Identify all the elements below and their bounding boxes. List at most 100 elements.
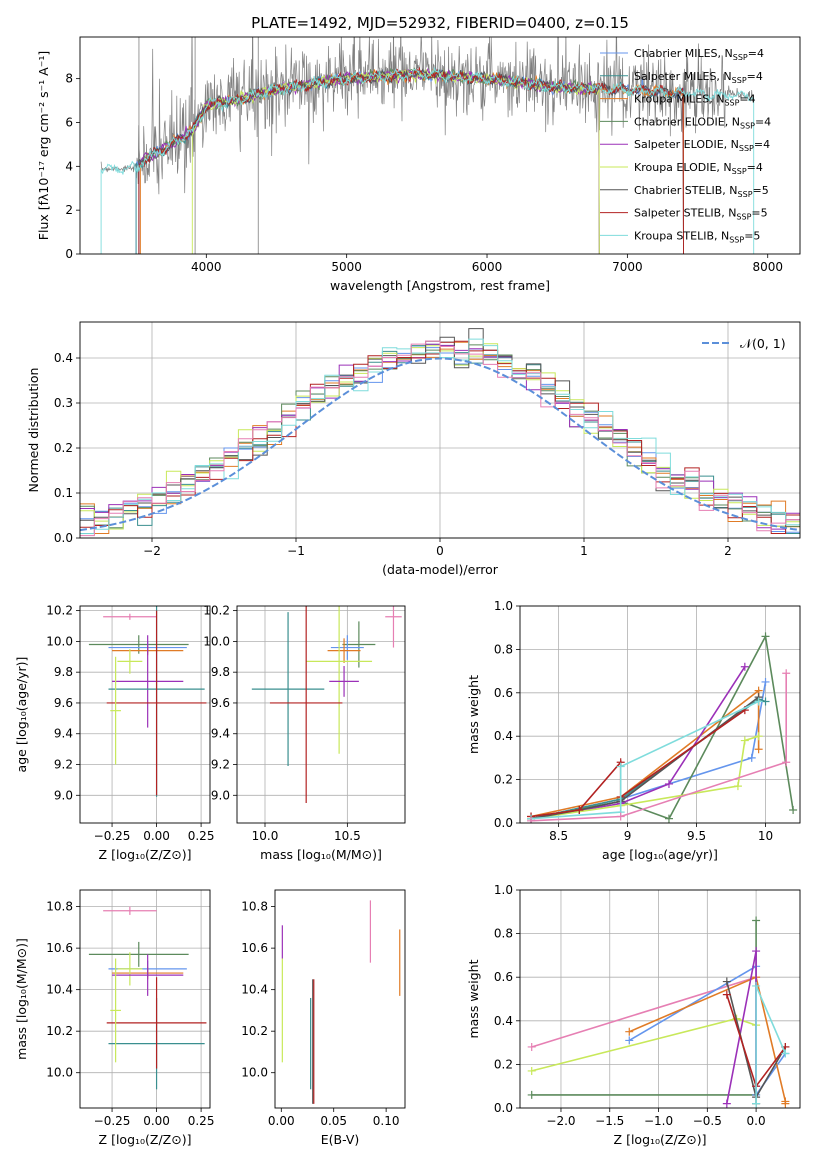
weight-line xyxy=(530,673,787,822)
y-tick-label: 0.6 xyxy=(494,686,513,700)
x-tick-label: 0.00 xyxy=(143,829,170,843)
x-tick-label: 5000 xyxy=(331,260,362,274)
model-line xyxy=(138,68,684,254)
legend-label: Salpeter STELIB, NSSP=5 xyxy=(634,207,768,222)
y-tick-label: 10.0 xyxy=(46,634,73,648)
weight-line xyxy=(531,1017,757,1072)
weight-marker xyxy=(625,1027,634,1036)
weight-marker xyxy=(722,990,731,999)
x-axis-label: Z [log₁₀(Z/Z⊙)] xyxy=(614,1132,707,1147)
x-tick-label: 9.5 xyxy=(687,829,706,843)
legend-tail: =5 xyxy=(744,229,760,242)
y-tick-label: 0 xyxy=(65,247,73,261)
y-tick-label: 10.2 xyxy=(46,1024,73,1038)
y-tick-label: 6 xyxy=(65,115,73,129)
weight-marker xyxy=(754,697,763,706)
y-tick-label: 0.1 xyxy=(54,486,73,500)
weight-marker xyxy=(761,632,770,641)
weight-marker xyxy=(527,816,536,823)
mass_weight_vs_age-axes: 8.5 9 9.5 10 0.0 0.2 0.4 0.6 0.8 1.0 age [log₁₀(ag… xyxy=(466,599,800,862)
weight-marker xyxy=(781,1099,790,1108)
weight-marker xyxy=(722,1099,731,1108)
weight-line xyxy=(530,700,759,820)
mass_vs_EBV-frame xyxy=(274,889,406,1109)
legend-subscript: SSP xyxy=(724,99,739,108)
x-tick-label: 10 xyxy=(758,829,773,843)
legend-label: Kroupa STELIB, NSSP=5 xyxy=(634,229,760,244)
x-tick-label: 9 xyxy=(624,829,632,843)
weight-line xyxy=(530,688,760,818)
y-tick-label: 0.4 xyxy=(494,1014,513,1028)
y-tick-label: 0.0 xyxy=(494,816,513,830)
age_vs_Z-frame xyxy=(79,605,211,824)
weight-marker xyxy=(616,762,625,771)
legend-tail: =5 xyxy=(751,207,767,220)
x-tick-label: 1 xyxy=(580,544,588,558)
legend-subscript: SSP xyxy=(738,190,753,199)
x-tick-label: 6000 xyxy=(472,260,503,274)
legend-label: Salpeter ELODIE, NSSP=4 xyxy=(634,138,770,153)
model-line xyxy=(135,68,684,254)
weight-marker xyxy=(575,805,584,814)
y-tick-label: 9.4 xyxy=(54,727,73,741)
y-tick-label: 9.2 xyxy=(54,758,73,772)
residuals-axes: −2 −1 0 1 2 0.0 0.1 0.2 0.3 0.4 (data-model)/error… xyxy=(26,322,800,577)
histogram-step xyxy=(80,340,800,537)
y-tick-label: 9.8 xyxy=(211,665,230,679)
x-tick-label: −2.0 xyxy=(546,1114,575,1128)
x-tick-label: 0.25 xyxy=(188,1114,215,1128)
legend-label: Chabrier ELODIE, NSSP=4 xyxy=(634,115,771,130)
y-axis-label: mass [log₁₀(M/M⊙)] xyxy=(14,938,29,1060)
x-tick-label: −0.25 xyxy=(94,1114,131,1128)
spectrum-data-line xyxy=(100,37,754,195)
y-axis-label: mass weight xyxy=(466,959,481,1038)
legend-label: Chabrier MILES, NSSP=4 xyxy=(634,47,764,62)
legend-subscript: SSP xyxy=(732,76,747,85)
legend-tail: =5 xyxy=(753,184,769,197)
y-tick-label: 8 xyxy=(65,72,73,86)
legend-tail: =4 xyxy=(748,47,764,60)
weight-marker xyxy=(625,1036,634,1045)
x-tick-label: 0.00 xyxy=(143,1114,170,1128)
y-tick-label: 0.3 xyxy=(54,396,73,410)
x-axis-label: wavelength [Angstrom, rest frame] xyxy=(330,278,550,293)
legend-subscript: SSP xyxy=(736,213,751,222)
x-tick-label: 8.5 xyxy=(549,829,568,843)
x-tick-label: 0.0 xyxy=(747,1114,766,1128)
weight-marker xyxy=(752,947,761,956)
weight-marker xyxy=(761,677,770,686)
y-tick-label: 9.2 xyxy=(211,758,230,772)
weight-marker xyxy=(754,732,763,741)
x-tick-label: 10.5 xyxy=(334,829,361,843)
model-line xyxy=(139,68,684,254)
legend-tail: =4 xyxy=(754,138,770,151)
spectrum-frame xyxy=(79,36,801,255)
legend-tail: =4 xyxy=(739,93,755,106)
x-tick-label: 8000 xyxy=(752,260,783,274)
weight-marker xyxy=(733,782,742,791)
weight-marker xyxy=(752,916,761,925)
y-tick-label: 9.6 xyxy=(54,696,73,710)
legend-subscript: SSP xyxy=(729,235,744,244)
residuals-frame xyxy=(79,321,801,539)
model-line xyxy=(100,66,755,254)
y-tick-label: 0.2 xyxy=(494,773,513,787)
x-tick-label: 0.05 xyxy=(320,1114,347,1128)
mass_weight_vs_Z-frame xyxy=(519,889,801,1109)
y-axis-label: age [log₁₀(age/yr)] xyxy=(14,657,29,773)
histogram-step xyxy=(80,328,800,521)
x-tick-label: −1.5 xyxy=(595,1114,624,1128)
figure-title: PLATE=1492, MJD=52932, FIBERID=0400, z=0… xyxy=(251,14,629,32)
x-tick-label: 0 xyxy=(436,544,444,558)
normal-curve xyxy=(80,357,800,532)
x-tick-label: 10.0 xyxy=(252,829,279,843)
legend-subscript: SSP xyxy=(733,53,748,62)
x-tick-label: 0.25 xyxy=(188,829,215,843)
mass_weight_vs_age-frame xyxy=(519,605,801,824)
mass_vs_Z-axes: −0.25 0.00 0.25 10.0 10.2 10.4 10.6 10.8 Z [log₁… xyxy=(14,890,214,1147)
y-tick-label: 4 xyxy=(65,159,73,173)
legend-subscript: SSP xyxy=(732,167,747,176)
y-tick-label: 9.0 xyxy=(54,788,73,802)
x-tick-label: 0.00 xyxy=(268,1114,295,1128)
